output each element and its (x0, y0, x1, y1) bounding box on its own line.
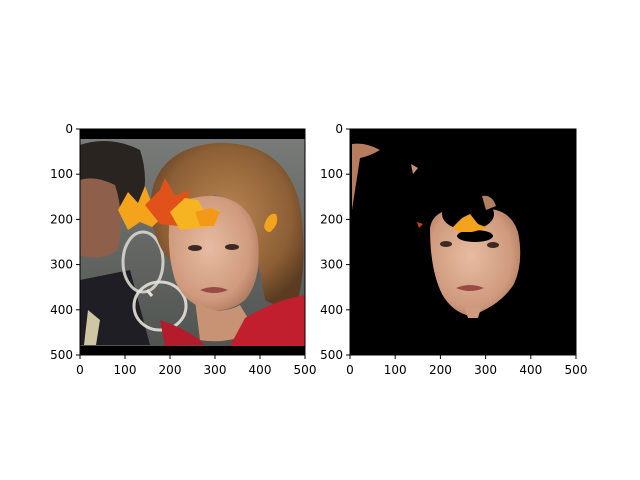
photo-y-tick-label: 100 (50, 167, 73, 181)
photo-image (80, 129, 305, 355)
mask-x-tick-label: 300 (474, 363, 497, 377)
photo-y-tick-label: 0 (65, 122, 73, 136)
mask-x-tick-label: 200 (429, 363, 452, 377)
mask-y-tick-label: 500 (320, 348, 343, 362)
mask-y-tick-label: 0 (335, 122, 343, 136)
mask-x-tick-label: 0 (346, 363, 354, 377)
leaves-overlay (118, 178, 278, 232)
photo-x-tick-label: 100 (114, 363, 137, 377)
mask-frame (349, 128, 577, 356)
photo-y-tick-label: 400 (50, 303, 73, 317)
photo-x-tick-label: 500 (294, 363, 317, 377)
mask-y-tick-label: 200 (320, 212, 343, 226)
photo-x-tick-label: 0 (76, 363, 84, 377)
photo-frame (79, 128, 306, 356)
photo-x-tick-label: 400 (249, 363, 272, 377)
photo-y-tick-label: 200 (50, 212, 73, 226)
mask-x-tick-label: 400 (519, 363, 542, 377)
mask-x-tick-label: 500 (565, 363, 588, 377)
mask-y-tick-label: 300 (320, 258, 343, 272)
mask-x-tick-label: 100 (384, 363, 407, 377)
photo-y-tick-label: 500 (50, 348, 73, 362)
photo-y-tick-label: 300 (50, 258, 73, 272)
mask-y-tick-label: 400 (320, 303, 343, 317)
mask-image (350, 129, 576, 355)
photo-x-tick-label: 300 (204, 363, 227, 377)
mask-y-tick-label: 100 (320, 167, 343, 181)
photo-x-tick-label: 200 (159, 363, 182, 377)
